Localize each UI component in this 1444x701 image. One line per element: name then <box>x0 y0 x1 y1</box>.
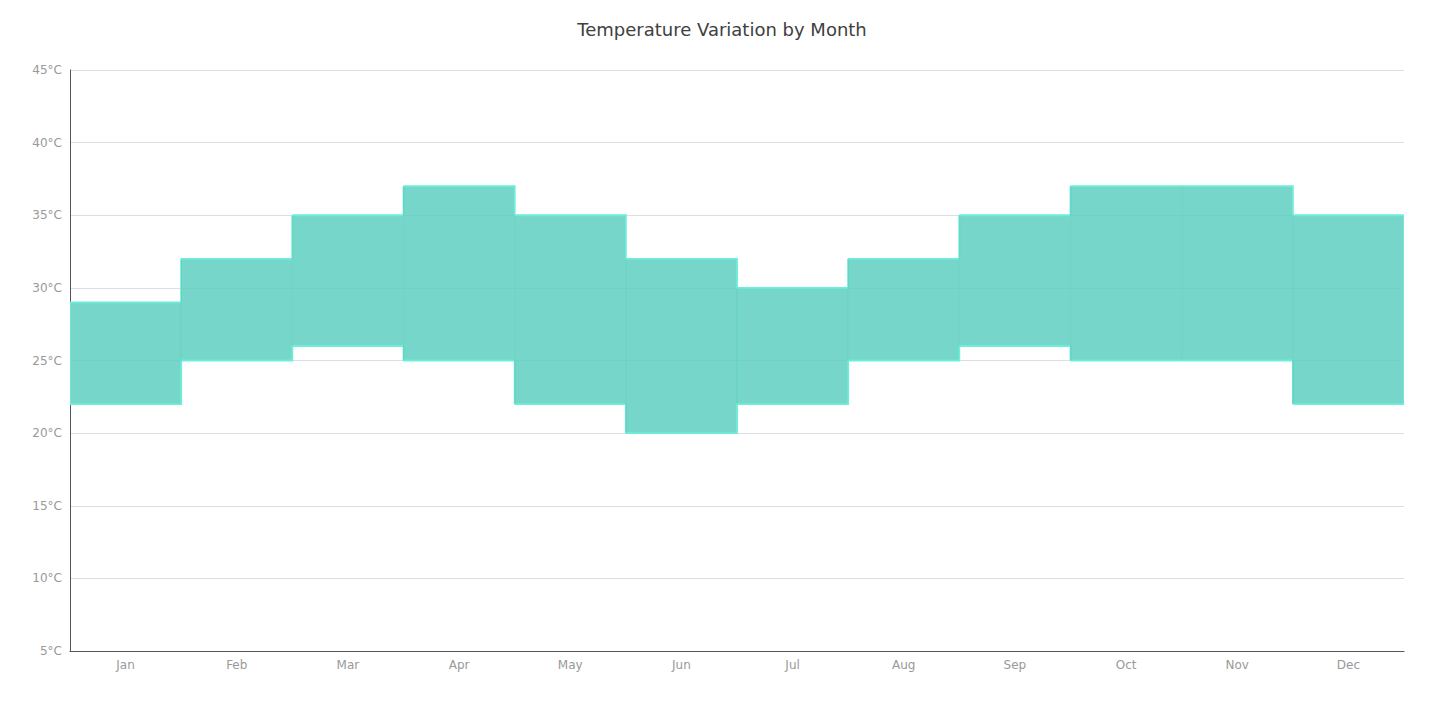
svg-text:10°C: 10°C <box>32 571 62 585</box>
svg-text:Jan: Jan <box>115 658 135 672</box>
svg-text:Aug: Aug <box>892 658 915 672</box>
svg-text:Sep: Sep <box>1004 658 1027 672</box>
svg-text:Nov: Nov <box>1226 658 1249 672</box>
svg-text:Jul: Jul <box>784 658 799 672</box>
svg-text:Jun: Jun <box>671 658 691 672</box>
svg-text:Oct: Oct <box>1116 658 1137 672</box>
svg-text:May: May <box>558 658 583 672</box>
svg-text:Apr: Apr <box>449 658 470 672</box>
svg-text:Feb: Feb <box>226 658 247 672</box>
svg-text:25°C: 25°C <box>32 354 62 368</box>
svg-text:35°C: 35°C <box>32 208 62 222</box>
svg-text:40°C: 40°C <box>32 136 62 150</box>
svg-text:5°C: 5°C <box>40 644 62 658</box>
svg-text:30°C: 30°C <box>32 281 62 295</box>
svg-text:20°C: 20°C <box>32 426 62 440</box>
svg-text:45°C: 45°C <box>32 63 62 77</box>
svg-text:Mar: Mar <box>337 658 360 672</box>
svg-text:Dec: Dec <box>1337 658 1360 672</box>
svg-text:15°C: 15°C <box>32 499 62 513</box>
svg-text:Temperature Variation by Month: Temperature Variation by Month <box>576 19 867 40</box>
